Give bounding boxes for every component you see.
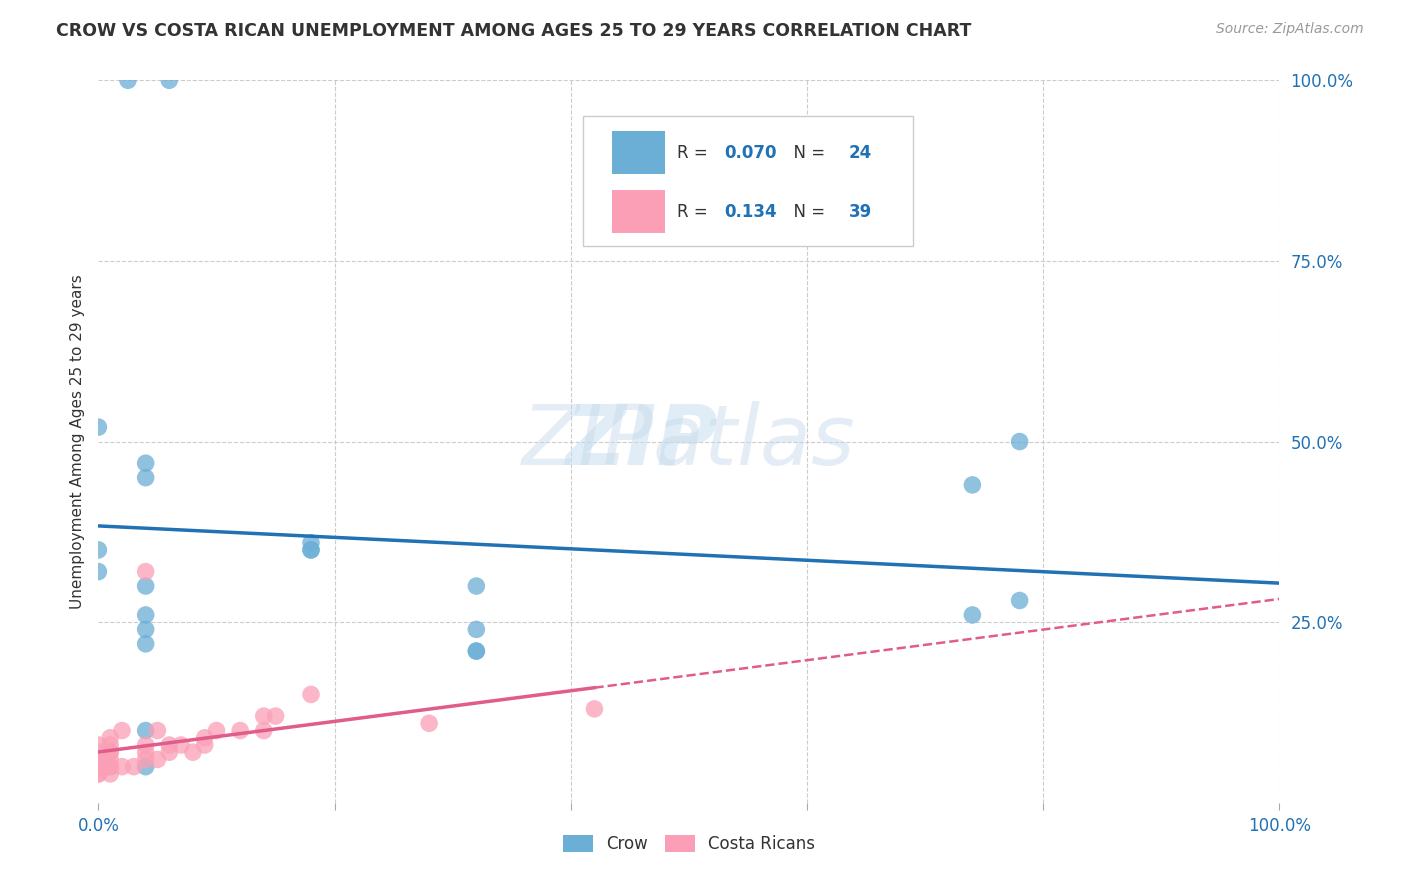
Text: CROW VS COSTA RICAN UNEMPLOYMENT AMONG AGES 25 TO 29 YEARS CORRELATION CHART: CROW VS COSTA RICAN UNEMPLOYMENT AMONG A…	[56, 22, 972, 40]
Point	[117, 73, 139, 87]
Text: N =: N =	[783, 202, 831, 221]
Bar	[612, 131, 665, 174]
Point	[264, 709, 287, 723]
Point	[87, 420, 110, 434]
Point	[962, 607, 984, 622]
Text: ZIPatlas: ZIPatlas	[565, 401, 894, 482]
Point	[135, 745, 157, 759]
Point	[194, 731, 217, 745]
Text: Source: ZipAtlas.com: Source: ZipAtlas.com	[1216, 22, 1364, 37]
Point	[170, 738, 193, 752]
Point	[98, 745, 121, 759]
Point	[253, 709, 276, 723]
Point	[1008, 593, 1031, 607]
Text: 0.070: 0.070	[724, 144, 778, 161]
Text: 24: 24	[848, 144, 872, 161]
Point	[1008, 434, 1031, 449]
Point	[229, 723, 252, 738]
Point	[962, 478, 984, 492]
Point	[135, 637, 157, 651]
Point	[146, 723, 169, 738]
Point	[135, 760, 157, 774]
Text: 0.134: 0.134	[724, 202, 778, 221]
Point	[98, 760, 121, 774]
Point	[135, 752, 157, 766]
Point	[135, 565, 157, 579]
Point	[194, 738, 217, 752]
Point	[157, 738, 180, 752]
Text: ZIPatlas: ZIPatlas	[522, 401, 856, 482]
Text: ZIP: ZIP	[565, 401, 717, 482]
Point	[253, 723, 276, 738]
Point	[465, 579, 488, 593]
FancyBboxPatch shape	[582, 117, 914, 246]
Point	[87, 752, 110, 766]
Bar	[612, 190, 665, 234]
Point	[111, 760, 134, 774]
Text: 39: 39	[848, 202, 872, 221]
Point	[98, 760, 121, 774]
Point	[465, 623, 488, 637]
Point	[418, 716, 440, 731]
Point	[465, 644, 488, 658]
Point	[98, 752, 121, 766]
Text: N =: N =	[783, 144, 831, 161]
Legend: Crow, Costa Ricans: Crow, Costa Ricans	[557, 828, 821, 860]
Point	[98, 767, 121, 781]
Point	[87, 565, 110, 579]
Text: R =: R =	[678, 144, 713, 161]
Point	[299, 542, 322, 557]
Point	[87, 760, 110, 774]
Point	[135, 456, 157, 470]
Point	[135, 470, 157, 484]
Point	[98, 738, 121, 752]
Point	[146, 752, 169, 766]
Point	[135, 723, 157, 738]
Point	[299, 535, 322, 549]
Point	[299, 687, 322, 701]
Point	[87, 767, 110, 781]
Point	[87, 542, 110, 557]
Point	[181, 745, 204, 759]
Point	[299, 542, 322, 557]
Point	[111, 723, 134, 738]
Point	[205, 723, 228, 738]
Point	[122, 760, 145, 774]
Point	[87, 767, 110, 781]
Point	[87, 738, 110, 752]
Point	[465, 644, 488, 658]
Point	[87, 760, 110, 774]
Point	[135, 579, 157, 593]
Point	[135, 607, 157, 622]
Point	[98, 731, 121, 745]
Point	[135, 738, 157, 752]
Point	[157, 745, 180, 759]
Point	[87, 745, 110, 759]
Point	[583, 702, 606, 716]
Y-axis label: Unemployment Among Ages 25 to 29 years: Unemployment Among Ages 25 to 29 years	[69, 274, 84, 609]
Point	[87, 752, 110, 766]
Text: R =: R =	[678, 202, 713, 221]
Point	[98, 745, 121, 759]
Point	[157, 73, 180, 87]
Point	[135, 623, 157, 637]
